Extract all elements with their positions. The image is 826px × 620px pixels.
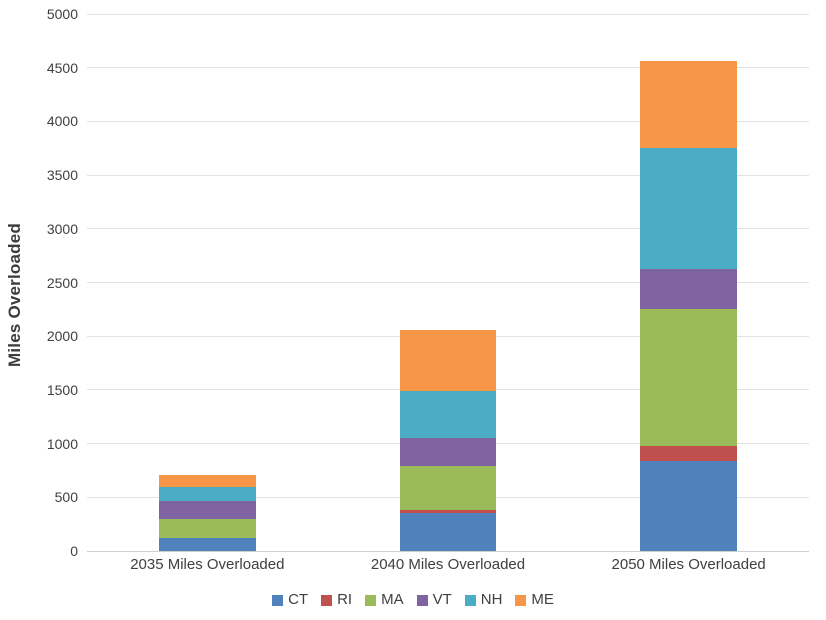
bar-segment-ME [159,475,256,488]
bar-segment-VT [640,268,737,310]
bar-segment-MA [399,465,497,511]
legend-swatch-NH [464,594,476,606]
y-tick-label: 2500 [46,274,78,291]
y-tick-label: 1000 [46,435,78,452]
gridline [87,228,809,230]
legend-swatch-MA [365,594,377,606]
legend-item-ME: ME [515,591,554,609]
y-tick-label: 1500 [46,381,78,398]
legend-label: MA [381,591,404,608]
legend-label: RI [337,591,353,608]
legend-label: ME [531,591,554,608]
legend-swatch-RI [321,594,333,606]
bar-2040 [399,330,497,551]
y-tick-label: 2000 [46,328,78,345]
bar-segment-ME [399,330,497,391]
bar-segment-RI [399,510,497,514]
y-axis-ticks: 0 500 1000 1500 2000 2500 3000 3500 4000 4500 5000 [0,6,78,559]
x-axis-label: 2050 Miles Overloaded [611,556,766,573]
y-tick-label: 0 [70,543,78,559]
y-tick-label: 5000 [46,6,78,22]
y-tick-label: 500 [54,489,78,506]
bar-segment-MA [159,518,256,539]
bar-2035 [159,475,256,551]
bar-segment-MA [640,309,737,447]
bar-segment-CT [640,461,737,551]
bar-segment-VT [399,437,497,466]
bar-segment-NH [640,148,737,269]
plot-area [87,13,809,552]
x-axis-label: 2040 Miles Overloaded [370,556,526,573]
y-tick-label: 3000 [46,220,78,237]
gridline [87,174,809,176]
bar-segment-RI [640,446,737,462]
legend: CT RI MA VT NH ME [0,589,826,611]
y-tick-label: 4500 [46,59,78,76]
bar-segment-ME [640,61,737,149]
x-axis-labels: 2035 Miles Overloaded 2040 Miles Overload… [87,556,809,578]
x-axis-label: 2035 Miles Overloaded [130,556,285,573]
legend-swatch-VT [416,594,428,606]
legend-label: VT [432,591,452,608]
gridline [87,67,809,69]
legend-item-NH: NH [464,591,503,609]
legend-swatch-ME [515,594,527,606]
legend-item-VT: VT [416,591,452,609]
legend-label: NH [480,591,503,608]
legend-item-RI: RI [321,591,352,609]
legend-item-MA: MA [365,591,404,609]
y-tick-label: 4000 [46,113,78,130]
gridline [87,120,809,122]
legend-label: CT [288,591,309,608]
bar-segment-CT [159,538,256,551]
gridline [87,282,809,283]
bar-segment-NH [159,487,256,502]
bar-segment-VT [159,501,256,519]
bar-2050 [640,61,737,551]
bar-segment-CT [399,513,497,551]
legend-item-CT: CT [272,591,308,609]
gridline [87,13,809,15]
bars-container [87,14,809,551]
bar-segment-NH [399,391,497,438]
y-tick-label: 3500 [46,167,78,184]
legend-swatch-CT [272,594,284,606]
